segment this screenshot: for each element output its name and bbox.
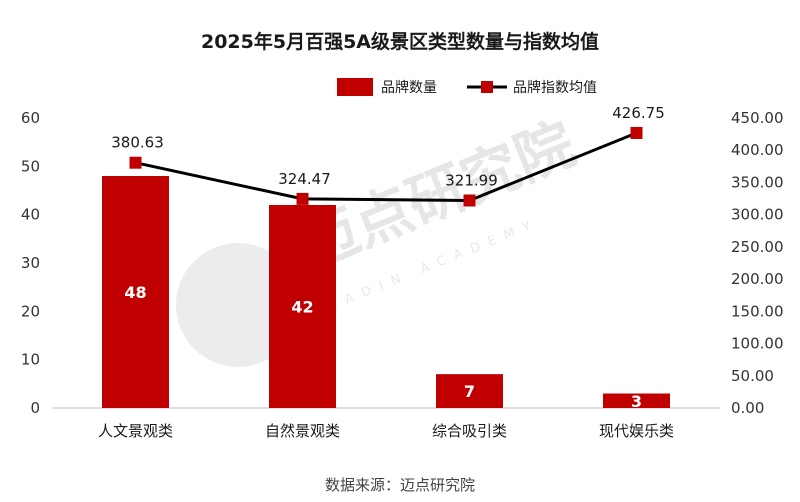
- y-left-tick-label: 60: [21, 109, 40, 127]
- y-axis-left: 0 10 20 30 40 50 60: [21, 109, 40, 417]
- bar-value-label: 3: [631, 392, 642, 411]
- line-point: [630, 126, 643, 139]
- line-point: [129, 156, 142, 169]
- y-right-tick-label: 250.00: [731, 238, 784, 256]
- bar-value-label: 7: [464, 382, 475, 401]
- bar-series: 48 42 7 3: [102, 176, 670, 411]
- line-value-label: 324.47: [278, 170, 331, 188]
- source-note: 数据来源：迈点研究院: [325, 476, 475, 494]
- watermark: 迈点研究院 MEADIN ACADEMY: [176, 109, 584, 367]
- line-value-label: 380.63: [111, 134, 164, 152]
- line-value-label: 426.75: [612, 104, 665, 122]
- legend-bar-swatch: [337, 78, 373, 96]
- y-right-tick-label: 450.00: [731, 109, 784, 127]
- y-right-tick-label: 0.00: [731, 399, 764, 417]
- y-left-tick-label: 50: [21, 157, 40, 175]
- x-category-label: 自然景观类: [265, 422, 340, 440]
- y-right-tick-label: 100.00: [731, 335, 784, 353]
- legend: 品牌数量 品牌指数均值: [337, 78, 597, 96]
- chart-title: 2025年5月百强5A级景区类型数量与指数均值: [201, 30, 599, 53]
- x-category-label: 综合吸引类: [432, 422, 507, 440]
- line-series: 380.63 324.47 321.99 426.75: [111, 104, 665, 207]
- line-value-label: 321.99: [445, 171, 498, 189]
- series-line: [135, 131, 638, 202]
- y-left-tick-label: 0: [30, 399, 40, 417]
- bar: [102, 176, 169, 408]
- y-left-tick-label: 10: [21, 351, 40, 369]
- line-point: [296, 192, 309, 205]
- legend-line-marker: [481, 81, 493, 93]
- y-left-tick-label: 30: [21, 254, 40, 272]
- bar: [603, 393, 670, 408]
- x-axis-categories: 人文景观类 自然景观类 综合吸引类 现代娱乐类: [98, 422, 674, 440]
- legend-line-label: 品牌指数均值: [513, 79, 597, 96]
- y-right-tick-label: 50.00: [731, 367, 774, 385]
- y-axis-right: 0.00 50.00 100.00 150.00 200.00 250.00 300.00 3…: [731, 109, 784, 417]
- bar: [436, 374, 503, 408]
- y-left-tick-label: 20: [21, 302, 40, 320]
- bar-value-label: 42: [291, 298, 313, 317]
- x-category-label: 现代娱乐类: [599, 422, 674, 440]
- bar-value-label: 48: [124, 283, 146, 302]
- x-category-label: 人文景观类: [98, 422, 173, 440]
- y-right-tick-label: 400.00: [731, 141, 784, 159]
- y-right-tick-label: 150.00: [731, 302, 784, 320]
- y-right-tick-label: 300.00: [731, 206, 784, 224]
- y-right-tick-label: 200.00: [731, 270, 784, 288]
- y-left-tick-label: 40: [21, 206, 40, 224]
- legend-bar-label: 品牌数量: [381, 79, 437, 96]
- y-right-tick-label: 350.00: [731, 173, 784, 191]
- line-point: [463, 194, 476, 207]
- bar: [269, 205, 336, 408]
